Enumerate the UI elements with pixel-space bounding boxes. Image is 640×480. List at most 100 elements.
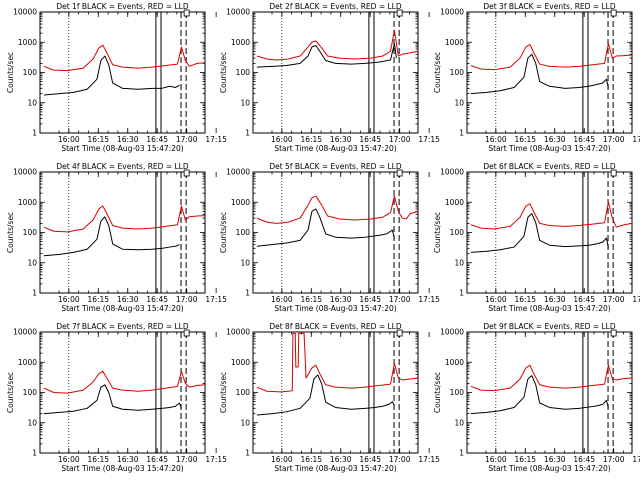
x-tick-label: 16:00 (485, 135, 507, 144)
y-tick-label: 100 (450, 388, 465, 397)
panel-det-5: Det 5f BLACK = Events, RED = LLD 1 10 100 10… (219, 162, 440, 313)
panel-title: Det 2f BLACK = Events, RED = LLD (269, 2, 402, 11)
x-tick-label: 16:45 (359, 135, 381, 144)
y-tick-label: 100 (23, 68, 38, 77)
y-tick-label: 1 (245, 289, 250, 298)
x-tick-label: 16:30 (330, 295, 352, 304)
x-tick-label: 17:15 (418, 135, 440, 144)
x-tick-label: 17:00 (603, 135, 625, 144)
y-tick-label: 10000 (440, 168, 464, 177)
y-axis-label: Counts/sec (433, 52, 442, 93)
x-tick-label: 16:30 (544, 295, 566, 304)
y-tick-label: 100 (236, 68, 251, 77)
y-tick-label: 1 (245, 449, 250, 458)
series-lld-line (256, 195, 419, 224)
x-tick-label: 16:45 (359, 455, 381, 464)
x-axis-label: Start Time (08-Aug-03 15:47:20) (274, 304, 396, 313)
x-tick-label: 16:00 (271, 455, 293, 464)
y-tick-label: 1000 (231, 198, 250, 207)
y-tick-label: 100 (23, 388, 38, 397)
marker-box (396, 169, 403, 177)
x-tick-label: 16:15 (514, 135, 536, 144)
x-tick-label: 16:30 (544, 455, 566, 464)
panel-title: Det 5f BLACK = Events, RED = LLD (269, 162, 402, 171)
panel-det-7: Det 7f BLACK = Events, RED = LLD 1 10 100 10… (6, 322, 227, 473)
panel-title: Det 6f BLACK = Events, RED = LLD (483, 162, 616, 171)
series-events-line (470, 213, 609, 253)
x-tick-label: 16:00 (485, 455, 507, 464)
x-tick-label: 16:00 (58, 135, 80, 144)
series-events-line (470, 53, 609, 95)
y-tick-label: 10 (27, 98, 37, 107)
plot-frame (39, 331, 206, 454)
x-tick-label: 16:45 (146, 455, 168, 464)
x-axis-label: Start Time (08-Aug-03 15:47:20) (488, 144, 610, 153)
x-axis-label: Start Time (08-Aug-03 15:47:20) (274, 144, 396, 153)
y-tick-label: 10000 (226, 328, 250, 337)
y-axis-label: Counts/sec (6, 52, 15, 93)
x-tick-label: 17:15 (205, 455, 227, 464)
x-tick-label: 16:15 (87, 455, 109, 464)
x-tick-label: 17:15 (418, 455, 440, 464)
x-axis-label: Start Time (08-Aug-03 15:47:20) (61, 304, 183, 313)
panel-det-1: Det 1f BLACK = Events, RED = LLD 1 10 100 10… (6, 2, 227, 153)
y-tick-label: 1 (459, 289, 464, 298)
x-tick-label: 16:00 (58, 295, 80, 304)
y-tick-label: 10 (27, 258, 37, 267)
x-tick-label: 17:15 (632, 455, 640, 464)
plot-frame (466, 171, 633, 294)
x-tick-label: 16:30 (117, 455, 139, 464)
y-tick-label: 10 (27, 418, 37, 427)
x-tick-label: 16:15 (514, 455, 536, 464)
y-tick-label: 1000 (231, 38, 250, 47)
x-tick-label: 17:00 (176, 135, 198, 144)
x-tick-label: 16:45 (146, 135, 168, 144)
x-tick-label: 16:30 (544, 135, 566, 144)
x-axis-label: Start Time (08-Aug-03 15:47:20) (488, 464, 610, 473)
y-tick-label: 100 (236, 388, 251, 397)
series-events-line (43, 384, 182, 415)
y-tick-label: 1 (32, 449, 37, 458)
y-tick-label: 10 (240, 418, 250, 427)
y-tick-label: 1 (32, 289, 37, 298)
series-events-line (256, 374, 395, 416)
x-axis-label: Start Time (08-Aug-03 15:47:20) (488, 304, 610, 313)
panel-det-6: Det 6f BLACK = Events, RED = LLD 1 10 100 10… (433, 162, 640, 313)
y-axis-label: Counts/sec (219, 372, 228, 413)
x-tick-label: 16:45 (359, 295, 381, 304)
y-axis-label: Counts/sec (433, 372, 442, 413)
x-tick-label: 16:30 (330, 135, 352, 144)
x-tick-label: 16:00 (271, 295, 293, 304)
y-tick-label: 1000 (445, 38, 464, 47)
x-tick-label: 17:00 (176, 455, 198, 464)
y-axis-label: Counts/sec (6, 212, 15, 253)
panel-title: Det 3f BLACK = Events, RED = LLD (483, 2, 616, 11)
series-lld-line (43, 44, 206, 72)
x-tick-label: 16:15 (514, 295, 536, 304)
y-tick-label: 1 (32, 129, 37, 138)
marker-box (396, 9, 403, 17)
marker-box (610, 329, 617, 337)
series-lld-line (256, 332, 419, 393)
y-axis-label: Counts/sec (219, 212, 228, 253)
y-axis-label: Counts/sec (6, 372, 15, 413)
x-tick-label: 17:00 (389, 455, 411, 464)
y-tick-label: 1000 (18, 38, 37, 47)
panel-det-3: Det 3f BLACK = Events, RED = LLD 1 10 100 10… (433, 2, 640, 153)
panel-title: Det 7f BLACK = Events, RED = LLD (56, 322, 189, 331)
x-tick-label: 17:00 (389, 135, 411, 144)
x-tick-label: 17:00 (176, 295, 198, 304)
panel-det-4: Det 4f BLACK = Events, RED = LLD 1 10 100 10… (6, 162, 227, 313)
marker-box (183, 169, 190, 177)
panel-title: Det 1f BLACK = Events, RED = LLD (56, 2, 189, 11)
y-tick-label: 1 (459, 129, 464, 138)
series-lld-line (470, 364, 633, 392)
plot-frame (252, 11, 419, 134)
x-tick-label: 16:45 (146, 295, 168, 304)
y-tick-label: 10 (454, 418, 464, 427)
y-tick-label: 10000 (226, 8, 250, 17)
x-tick-label: 16:15 (300, 135, 322, 144)
marker-box (610, 9, 617, 17)
y-tick-label: 10000 (13, 168, 37, 177)
